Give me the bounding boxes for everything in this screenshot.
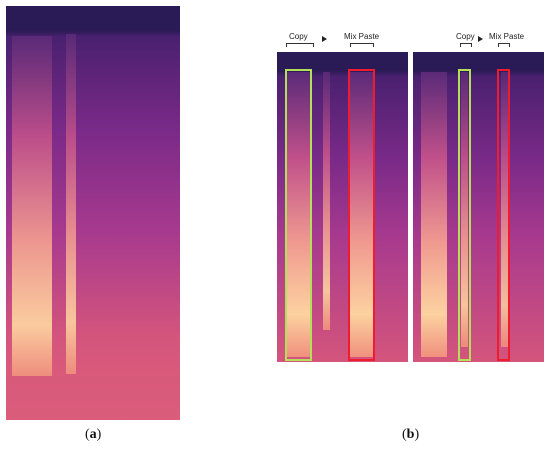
- copy-box-left: [285, 69, 312, 361]
- arrow-right: [478, 36, 483, 42]
- paste-box-right: [497, 69, 510, 361]
- paste-bracket-right: [498, 43, 510, 47]
- paste-label-right: Mix Paste: [489, 32, 525, 41]
- spectrogram-original-image: [6, 6, 180, 420]
- copy-label-right: Copy: [456, 32, 475, 41]
- copy-box-right: [458, 69, 471, 361]
- spectrogram-original: [6, 6, 180, 420]
- copy-bracket-left: [286, 43, 314, 47]
- arrow-left: [322, 36, 327, 42]
- caption-b: (b): [402, 427, 420, 442]
- copy-label-left: Copy: [289, 32, 308, 41]
- paste-label-left: Mix Paste: [344, 32, 380, 41]
- spectrogram-augmented-right: [413, 52, 544, 362]
- copy-bracket-right: [460, 43, 472, 47]
- caption-a: (a): [85, 427, 102, 442]
- spectrogram-augmented-left: [277, 52, 408, 362]
- spectrogram-augmented-left-image: [277, 52, 408, 362]
- spectrogram-augmented-right-image: [413, 52, 544, 362]
- paste-box-left: [348, 69, 375, 361]
- paste-bracket-left: [350, 43, 374, 47]
